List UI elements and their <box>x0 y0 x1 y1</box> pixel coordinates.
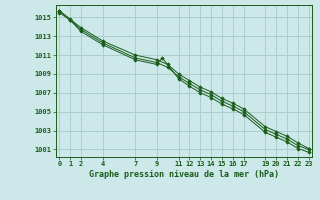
X-axis label: Graphe pression niveau de la mer (hPa): Graphe pression niveau de la mer (hPa) <box>89 170 279 179</box>
